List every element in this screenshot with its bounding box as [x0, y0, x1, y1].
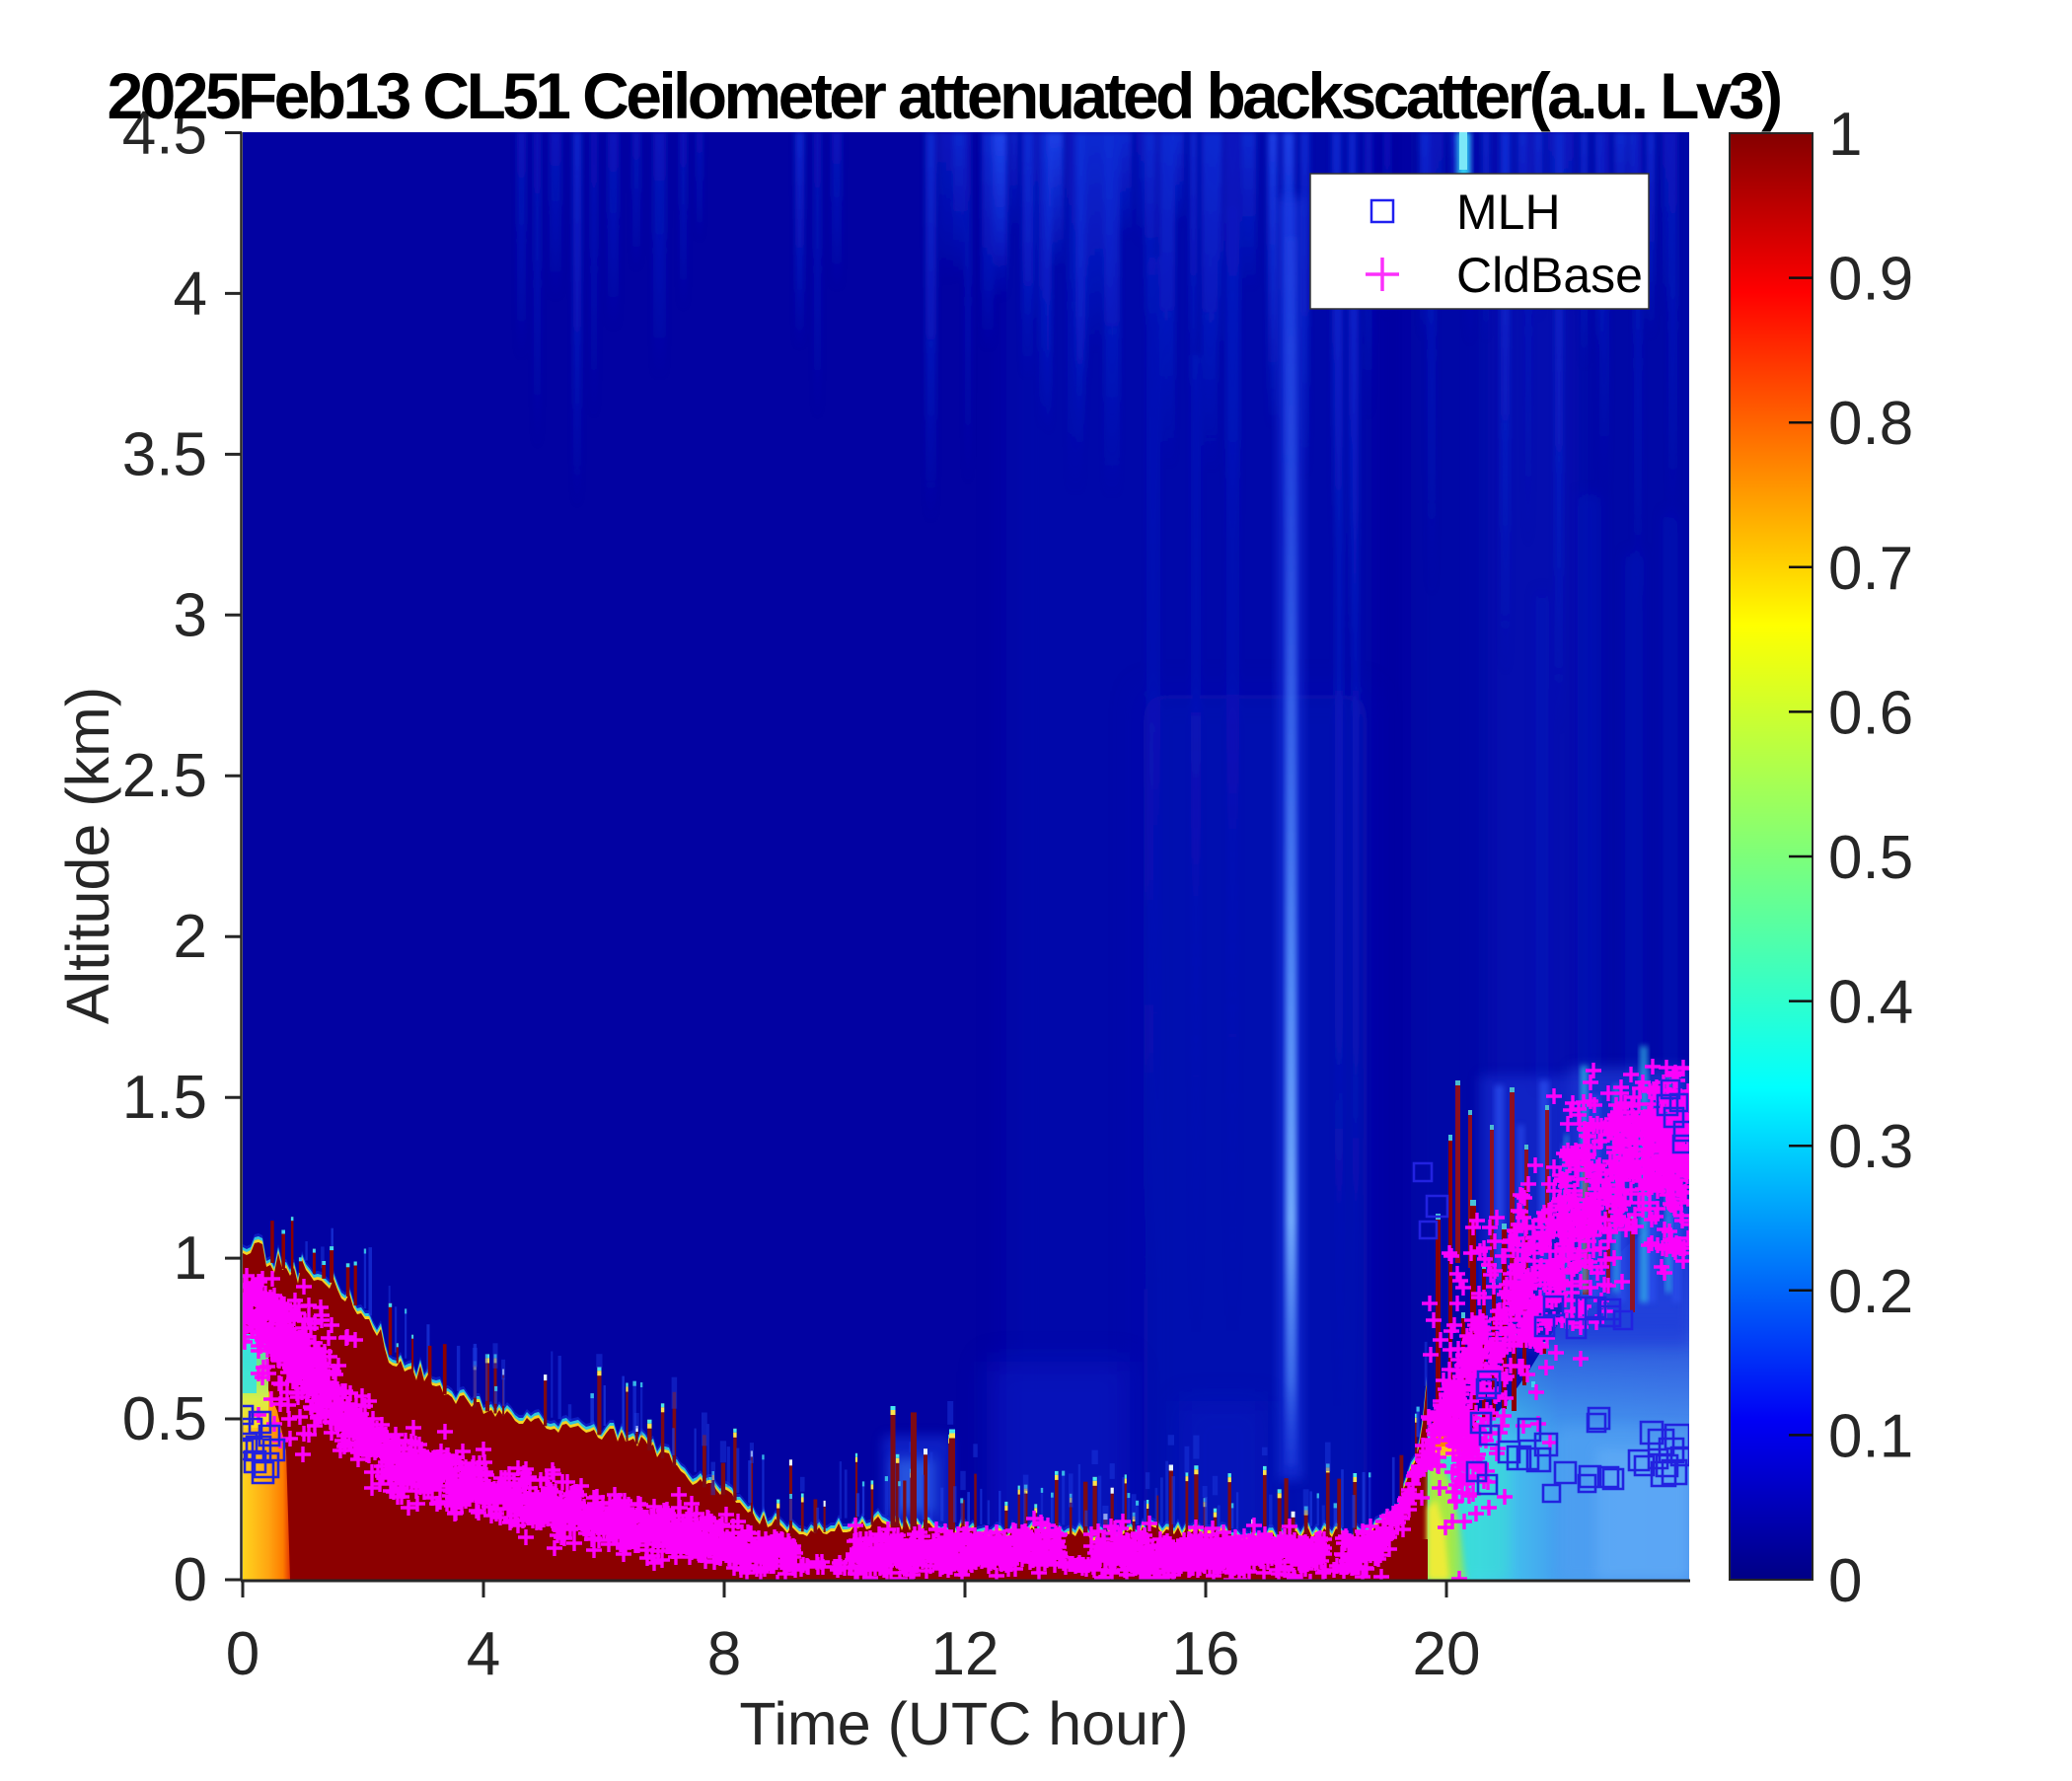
- svg-text:0.3: 0.3: [1828, 1113, 1913, 1181]
- svg-text:0: 0: [226, 1620, 259, 1688]
- svg-text:0.5: 0.5: [1828, 824, 1913, 892]
- svg-text:0.9: 0.9: [1828, 246, 1913, 314]
- svg-text:4: 4: [467, 1620, 500, 1688]
- svg-text:0.7: 0.7: [1828, 535, 1913, 603]
- svg-text:0.1: 0.1: [1828, 1402, 1913, 1470]
- svg-text:3: 3: [174, 581, 207, 649]
- svg-text:4: 4: [174, 260, 207, 328]
- svg-text:2025Feb13 CL51 Ceilometer atte: 2025Feb13 CL51 Ceilometer attenuated bac…: [108, 59, 1781, 132]
- svg-text:Time (UTC hour): Time (UTC hour): [739, 1690, 1188, 1757]
- svg-text:1: 1: [174, 1224, 207, 1293]
- svg-text:0.8: 0.8: [1828, 390, 1913, 458]
- svg-text:1.5: 1.5: [122, 1064, 207, 1132]
- svg-text:Altitude (km): Altitude (km): [54, 687, 121, 1024]
- svg-text:0.6: 0.6: [1828, 679, 1913, 747]
- svg-text:MLH: MLH: [1456, 185, 1561, 240]
- svg-text:12: 12: [931, 1620, 999, 1688]
- svg-text:1: 1: [1828, 101, 1862, 169]
- svg-text:3.5: 3.5: [122, 420, 207, 488]
- svg-text:0: 0: [1828, 1547, 1862, 1615]
- svg-text:4.5: 4.5: [122, 100, 207, 168]
- svg-text:2.5: 2.5: [122, 742, 207, 810]
- svg-text:0.2: 0.2: [1828, 1258, 1913, 1326]
- svg-text:0.4: 0.4: [1828, 969, 1913, 1037]
- svg-text:2: 2: [174, 903, 207, 971]
- svg-text:0: 0: [174, 1546, 207, 1614]
- svg-text:0.5: 0.5: [122, 1385, 207, 1453]
- svg-text:16: 16: [1172, 1620, 1240, 1688]
- svg-text:8: 8: [707, 1620, 741, 1688]
- svg-text:CldBase: CldBase: [1456, 248, 1643, 303]
- svg-text:20: 20: [1413, 1620, 1481, 1688]
